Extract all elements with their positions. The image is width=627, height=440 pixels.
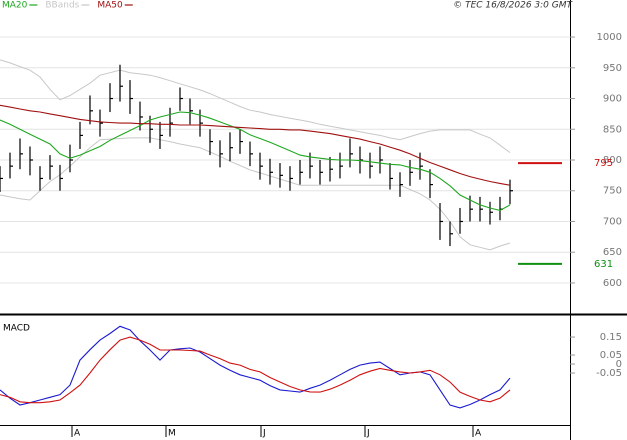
- x-tick-label: A: [475, 429, 482, 439]
- level-label: 795: [594, 158, 613, 169]
- level-label: 631: [594, 259, 613, 270]
- y-tick-label: 900: [603, 94, 622, 105]
- y-tick-label: 650: [603, 247, 622, 258]
- y-tick-label: 700: [603, 216, 622, 227]
- y-tick-label: 850: [603, 124, 622, 135]
- bband-upper: [0, 59, 511, 154]
- legend-label: BBands: [45, 1, 79, 11]
- moving-average: [0, 104, 511, 186]
- y-tick-label: -0.05: [596, 368, 622, 379]
- y-tick-label: 1000: [597, 32, 622, 43]
- legend-label: MA20: [2, 1, 28, 11]
- macd-title: MACD: [3, 324, 30, 334]
- y-tick-label: 0.15: [600, 332, 622, 343]
- y-tick-label: 0.05: [600, 350, 622, 361]
- y-tick-label: 0: [616, 359, 622, 370]
- x-tick-label: J: [366, 429, 370, 439]
- x-tick-label: J: [262, 429, 266, 439]
- x-tick-label: M: [168, 429, 176, 439]
- x-tick-label: A: [74, 429, 81, 439]
- legend-label: MA50: [97, 1, 123, 11]
- indicator-line: [0, 325, 511, 409]
- y-tick-label: 950: [603, 63, 622, 74]
- copyright: © TEC 16/8/2026 3:0 GMT: [453, 1, 573, 11]
- moving-average: [0, 111, 511, 211]
- y-tick-label: 600: [603, 278, 622, 289]
- y-tick-label: 750: [603, 186, 622, 197]
- y-tick-label: 800: [603, 155, 622, 166]
- bband-lower: [0, 137, 511, 251]
- indicator-line: [0, 336, 511, 404]
